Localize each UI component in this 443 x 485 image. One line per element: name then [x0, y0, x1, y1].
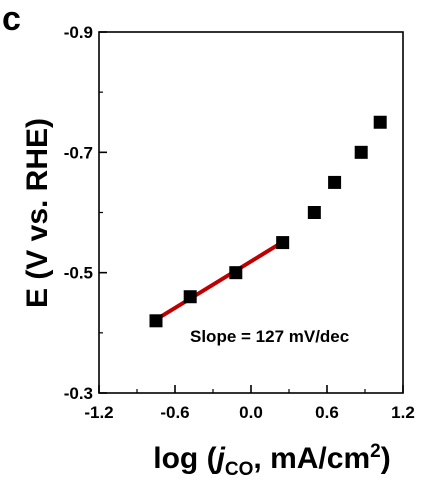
data-point: [149, 314, 163, 328]
x-tick-label: 0.6: [315, 403, 339, 422]
data-point: [354, 145, 368, 159]
y-ticks: -0.9 -0.7 -0.5 -0.3: [64, 23, 107, 403]
panel-label: c: [2, 0, 21, 38]
x-axis-title-sup: 2: [370, 441, 381, 462]
x-axis-title-sub: CO: [225, 459, 254, 480]
data-point: [229, 266, 243, 280]
x-tick-label: 0.0: [239, 403, 263, 422]
y-tick-label: -0.3: [64, 384, 93, 403]
data-point: [276, 236, 290, 250]
y-axis-title: E (V vs. RHE): [21, 118, 54, 308]
y-tick-label: -0.9: [64, 23, 93, 42]
x-ticks: -1.2 -0.6 0.0 0.6 1.2: [84, 385, 415, 422]
x-tick-label: 1.2: [391, 403, 415, 422]
x-axis-title: log (jCO, mA/cm2): [153, 441, 390, 480]
data-markers: [149, 115, 387, 328]
x-axis-title-post: ): [381, 442, 391, 475]
fit-line: [154, 239, 285, 322]
x-axis-title-pre: log (: [153, 442, 216, 475]
y-tick-label: -0.7: [64, 143, 93, 162]
data-point: [373, 115, 387, 129]
x-tick-label: -1.2: [84, 403, 113, 422]
x-axis-title-mid: , mA/cm: [253, 442, 370, 475]
x-tick-label: -0.6: [160, 403, 189, 422]
x-axis-title-italic: j: [213, 442, 226, 475]
data-point: [183, 290, 197, 304]
data-point: [307, 206, 321, 219]
y-tick-label: -0.5: [64, 264, 93, 283]
data-point: [328, 175, 342, 189]
slope-annotation: Slope = 127 mV/dec: [190, 327, 349, 346]
